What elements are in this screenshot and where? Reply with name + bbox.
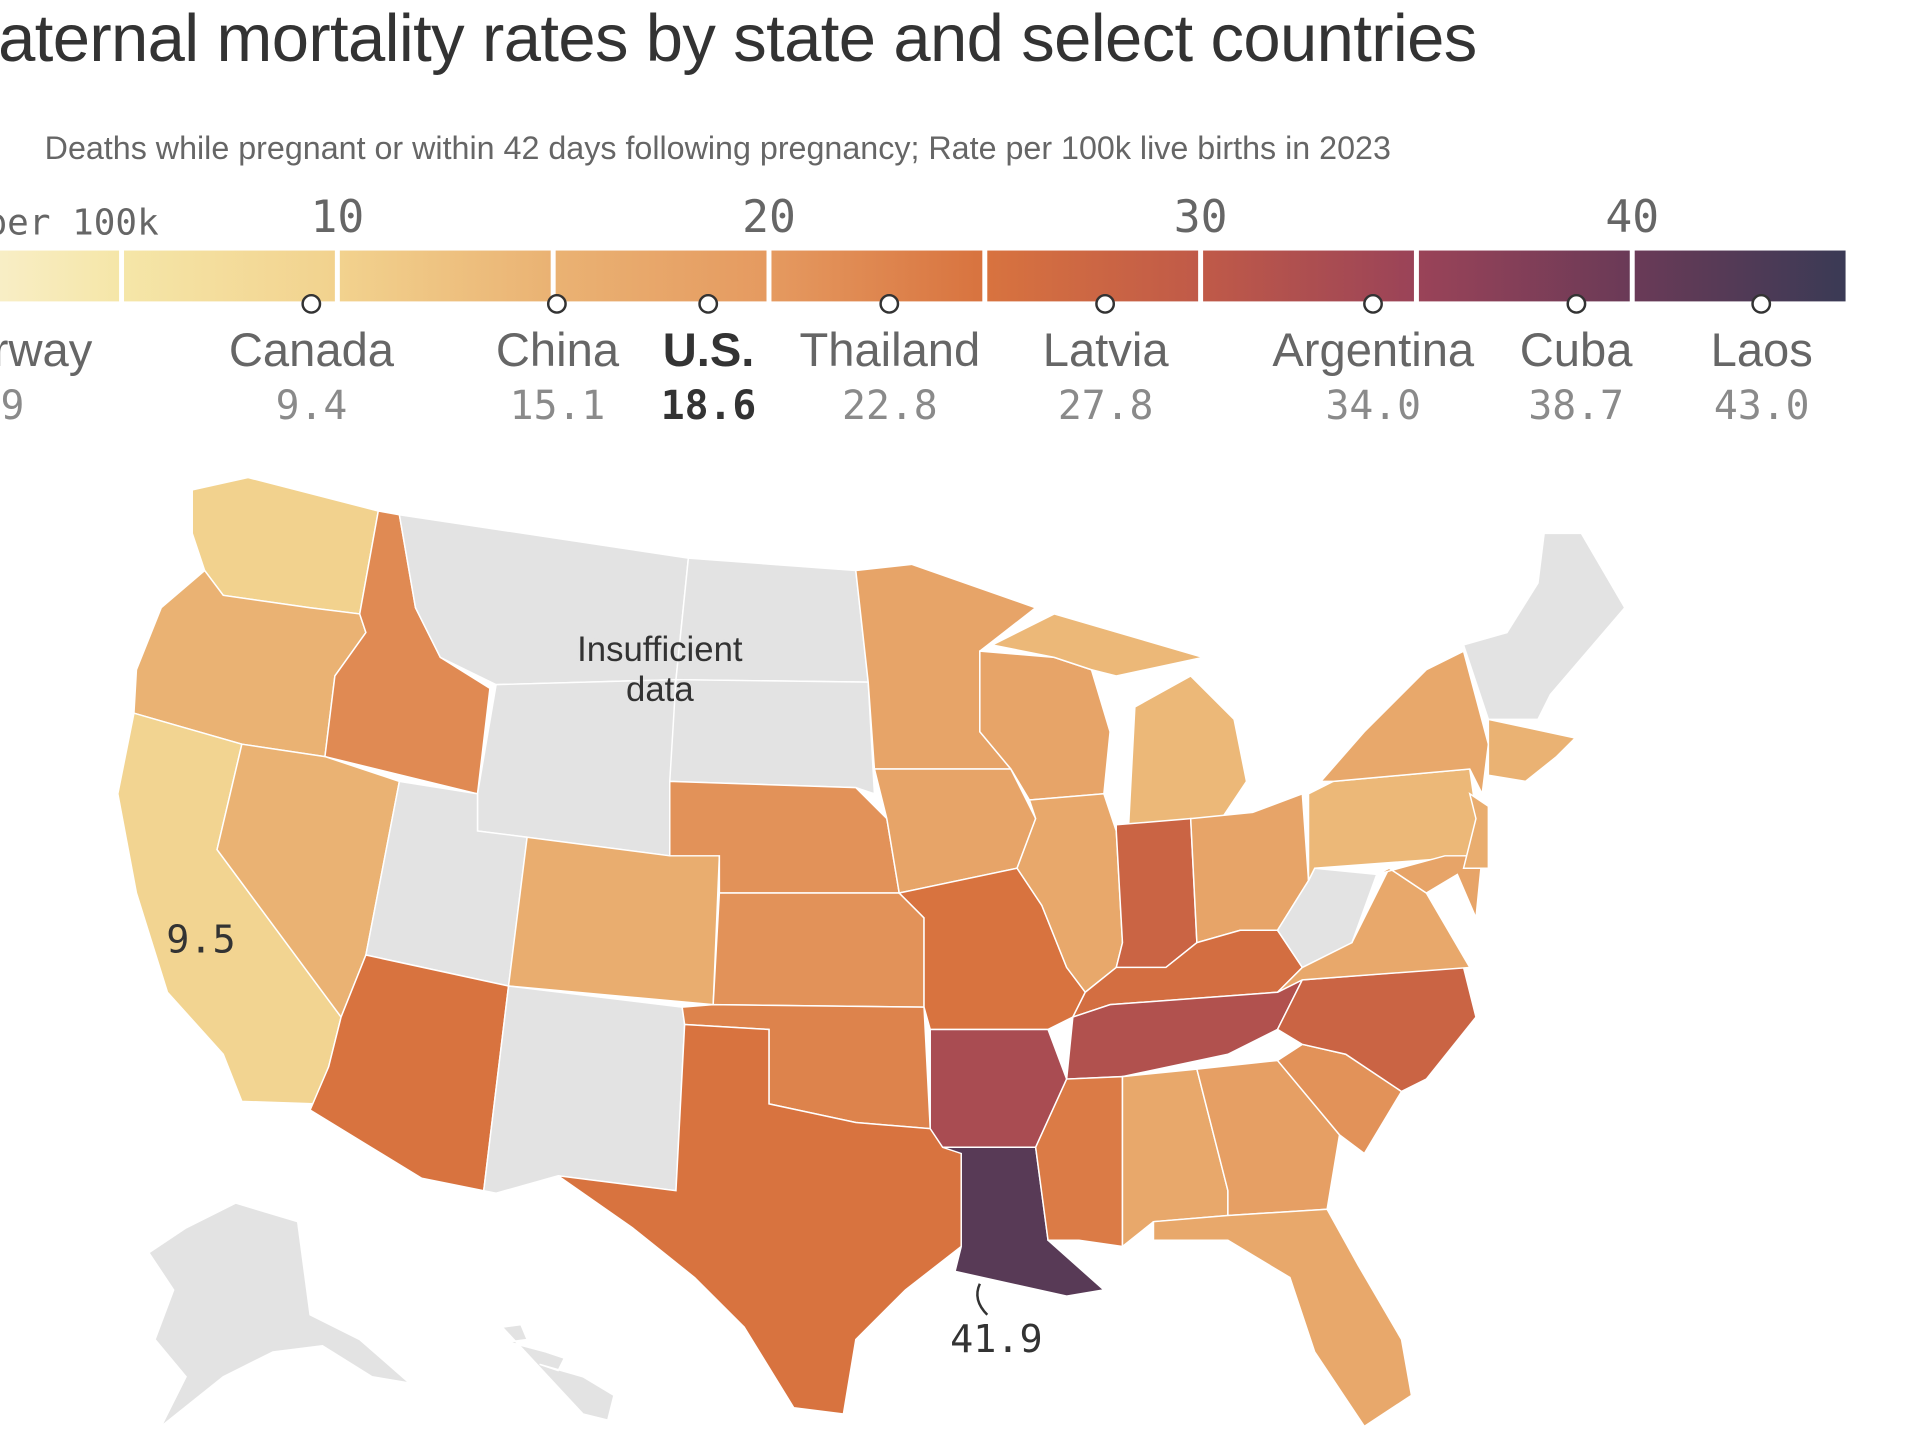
state-hi xyxy=(500,1323,615,1422)
country-value: 22.8 xyxy=(842,382,938,430)
country-name: Argentina xyxy=(1272,324,1475,378)
country-name: Latvia xyxy=(1042,324,1169,378)
country-name: Laos xyxy=(1710,324,1813,378)
country-name: Thailand xyxy=(799,324,981,378)
legend-bin xyxy=(339,250,551,302)
state-fl xyxy=(1152,1208,1413,1428)
country-marker xyxy=(698,293,719,314)
state-nm xyxy=(482,985,686,1194)
country-value: 27.8 xyxy=(1057,382,1154,430)
state-nne xyxy=(1462,532,1626,721)
country-marker xyxy=(879,293,900,314)
country-value: 38.7 xyxy=(1528,382,1624,430)
legend-bin xyxy=(1203,250,1414,302)
chart-subtitle: Deaths while pregnant or within 42 days … xyxy=(44,128,1391,167)
state-sd xyxy=(668,678,876,795)
country-name: Norway xyxy=(0,324,93,378)
legend-tick-label: 20 xyxy=(742,192,796,244)
legend-tick-label: 30 xyxy=(1173,192,1228,244)
country-marker xyxy=(547,293,568,314)
country-marker xyxy=(301,293,322,314)
legend-unit-label: Rate per 100k xyxy=(0,200,159,244)
country-name: Canada xyxy=(228,324,395,378)
state-nj xyxy=(1462,792,1490,869)
country-value: 18.6 xyxy=(660,382,757,430)
legend-bin xyxy=(0,250,120,302)
insufficient-data-label: Insufficient data xyxy=(577,630,743,709)
louisiana-value-label: 41.9 xyxy=(950,1317,1043,1362)
state-co xyxy=(507,836,721,1006)
chart-title: Maternal mortality rates by state and se… xyxy=(0,1,1477,76)
state-ak xyxy=(147,1202,412,1427)
california-value-label: 9.5 xyxy=(166,917,236,963)
state-sne xyxy=(1487,718,1577,783)
country-name: U.S. xyxy=(662,324,755,378)
state-in xyxy=(1115,817,1198,969)
country-value: 43.0 xyxy=(1713,382,1810,430)
legend-tick-label: 10 xyxy=(310,192,365,244)
state-tx xyxy=(557,1023,962,1415)
legend-tick-label: 40 xyxy=(1605,192,1660,244)
louisiana-leader-line xyxy=(976,1283,989,1316)
country-marker xyxy=(1751,293,1772,314)
country-value: 15.1 xyxy=(509,382,606,430)
country-name: China xyxy=(495,324,620,378)
legend-bin xyxy=(987,250,1199,302)
legend-bin xyxy=(1418,250,1630,302)
state-md xyxy=(1376,855,1483,919)
country-value: 34.0 xyxy=(1325,382,1422,430)
country-value: 9 xyxy=(0,382,25,430)
legend-bin xyxy=(1634,250,1846,302)
country-marker xyxy=(1566,293,1587,314)
legend-bin xyxy=(771,250,983,302)
country-value: 9.4 xyxy=(275,382,348,430)
legend-bin xyxy=(555,250,767,302)
state-mi xyxy=(1127,675,1248,826)
legend-bin xyxy=(124,250,335,302)
country-marker xyxy=(1095,293,1116,314)
state-ks xyxy=(712,892,925,1008)
country-marker xyxy=(1363,293,1384,314)
state-mi-up xyxy=(989,613,1204,677)
country-name: Cuba xyxy=(1519,324,1633,378)
